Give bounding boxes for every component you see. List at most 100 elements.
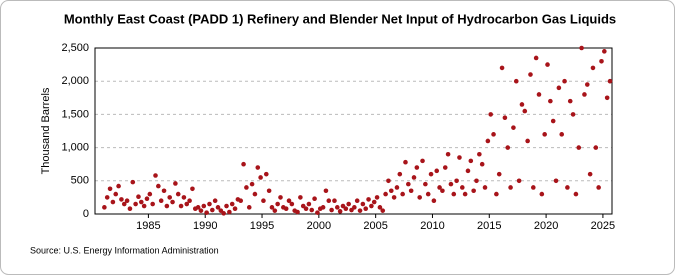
point <box>263 171 269 177</box>
point <box>246 205 252 210</box>
point <box>584 82 590 87</box>
point <box>380 208 386 213</box>
x-tick-label: 2010 <box>420 220 444 232</box>
point <box>312 196 317 202</box>
point <box>550 118 556 124</box>
point <box>579 45 584 51</box>
point <box>562 78 567 84</box>
x-tick-label: 1995 <box>250 220 274 232</box>
point <box>309 207 315 213</box>
point <box>488 112 494 117</box>
point <box>513 78 519 84</box>
y-tick-label: 1,500 <box>61 108 89 120</box>
point <box>363 206 369 211</box>
x-tick-label: 1985 <box>136 220 160 232</box>
point <box>136 194 141 200</box>
point <box>102 205 107 210</box>
point <box>354 198 360 204</box>
point <box>158 198 164 204</box>
point <box>144 196 150 202</box>
point <box>442 165 448 170</box>
point <box>599 58 604 64</box>
point <box>465 168 471 174</box>
point <box>212 198 218 204</box>
point <box>420 158 425 164</box>
point <box>431 198 437 204</box>
y-tick-label: 1,000 <box>61 142 89 154</box>
point <box>198 208 204 213</box>
point <box>570 112 576 117</box>
point <box>403 159 408 165</box>
point <box>210 207 215 213</box>
point <box>371 199 377 205</box>
point <box>406 181 411 187</box>
point <box>468 158 474 164</box>
y-axis-label: Thousand Barrels <box>40 87 52 174</box>
point <box>320 205 326 210</box>
point <box>411 175 417 180</box>
point <box>315 210 320 215</box>
y-tick-label: 0 <box>83 208 89 220</box>
point <box>289 201 295 207</box>
point <box>454 178 459 184</box>
chart-title: Monthly East Coast (PADD 1) Refinery and… <box>64 11 616 26</box>
point <box>383 191 388 197</box>
point <box>388 188 394 194</box>
point <box>184 201 190 207</box>
point <box>477 151 482 157</box>
point <box>607 78 613 84</box>
point <box>573 191 579 197</box>
point <box>269 205 275 210</box>
point <box>437 185 442 190</box>
point <box>175 191 181 197</box>
point <box>391 195 397 200</box>
point <box>423 181 428 187</box>
point <box>593 145 599 150</box>
point <box>360 201 366 207</box>
point <box>386 178 391 184</box>
point <box>258 175 263 180</box>
point <box>241 161 246 167</box>
point <box>357 208 363 213</box>
point <box>261 198 266 204</box>
point <box>238 198 244 204</box>
point <box>542 132 547 137</box>
point <box>195 205 201 210</box>
point <box>187 198 192 204</box>
point <box>533 55 539 61</box>
point <box>283 206 289 211</box>
point <box>147 191 153 197</box>
point <box>286 198 292 204</box>
point <box>139 199 144 205</box>
point <box>133 201 138 207</box>
point <box>366 197 371 202</box>
point <box>343 206 349 211</box>
point <box>252 191 258 197</box>
point <box>113 191 119 197</box>
point <box>124 198 130 204</box>
point <box>104 195 110 200</box>
point <box>303 206 309 211</box>
x-tick-label: 2000 <box>307 220 331 232</box>
x-tick-label: 2025 <box>591 220 615 232</box>
point <box>459 185 465 190</box>
point <box>511 125 516 130</box>
point <box>167 195 173 200</box>
point <box>116 183 121 189</box>
point <box>249 181 255 187</box>
y-tick-label: 2,000 <box>61 75 89 87</box>
source: Source: U.S. Energy Information Administ… <box>30 245 219 255</box>
point <box>329 207 334 213</box>
point <box>604 95 610 101</box>
point <box>332 198 337 204</box>
point <box>548 98 553 104</box>
point <box>207 201 212 207</box>
point <box>374 195 380 200</box>
point <box>107 186 113 192</box>
point <box>272 208 278 213</box>
point <box>576 145 582 150</box>
y-tick-label: 500 <box>71 175 89 187</box>
point <box>204 210 209 215</box>
